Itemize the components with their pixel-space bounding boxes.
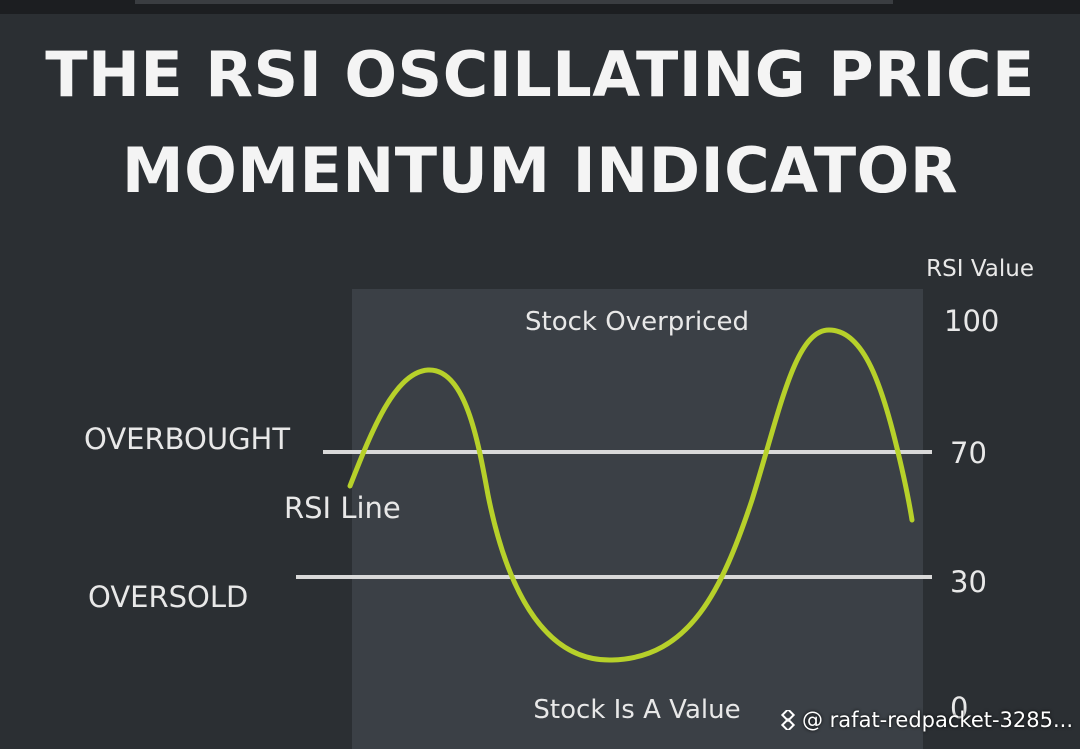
- diamond-logo-icon: [778, 707, 798, 733]
- tick-100: 100: [944, 304, 999, 338]
- watermark: @ rafat-redpacket-3285...: [778, 707, 1074, 733]
- title-line-2: MOMENTUM INDICATOR: [121, 134, 959, 207]
- top-edge-highlight: [135, 0, 893, 4]
- tick-0: 0: [950, 691, 968, 725]
- top-edge-bar: [0, 0, 1080, 14]
- zone-top-label: Stock Overpriced: [525, 307, 749, 337]
- tick-70: 70: [950, 436, 987, 470]
- rsi-line-curve: [347, 327, 915, 663]
- zone-bottom-label: Stock Is A Value: [533, 695, 740, 725]
- oversold-label: OVERSOLD: [88, 580, 248, 614]
- tick-30: 30: [950, 565, 987, 599]
- title-line-1: THE RSI OSCILLATING PRICE: [45, 38, 1035, 111]
- overbought-label: OVERBOUGHT: [84, 422, 290, 456]
- axis-title: RSI Value: [926, 256, 1034, 282]
- chart-panel: [352, 289, 923, 749]
- rsi-line-label: RSI Line: [284, 491, 401, 525]
- watermark-text: @ rafat-redpacket-3285...: [802, 708, 1074, 732]
